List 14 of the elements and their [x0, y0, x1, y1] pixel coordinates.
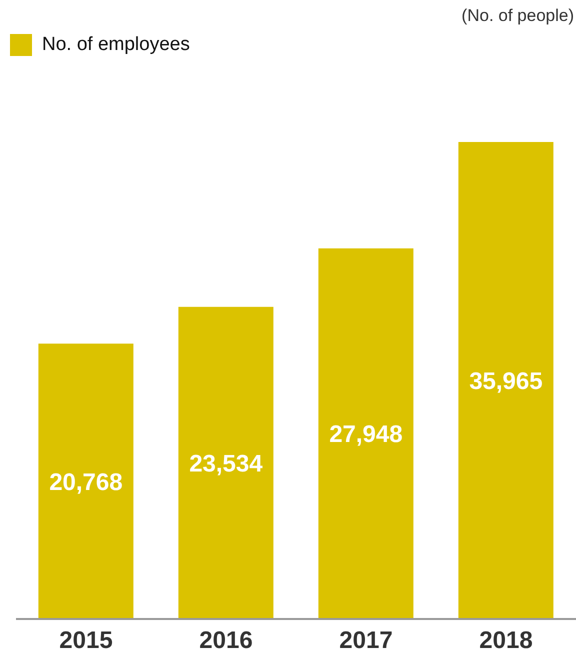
bar [318, 248, 414, 619]
x-tick-label: 2016 [199, 627, 253, 654]
bar [38, 344, 134, 619]
text: (No. of people) [462, 6, 574, 26]
data-label: 35,965 [469, 368, 543, 396]
bar [458, 142, 554, 619]
data-label: 27,948 [329, 421, 403, 448]
data-label: 23,534 [189, 450, 264, 478]
x-tick-label: 2018 [479, 627, 533, 654]
x-tick-label: 2015 [59, 627, 113, 654]
bar [178, 306, 274, 619]
legend-label: No. of employees [42, 34, 190, 56]
data-label: 20,768 [49, 468, 123, 496]
x-tick-label: 2017 [339, 627, 393, 654]
